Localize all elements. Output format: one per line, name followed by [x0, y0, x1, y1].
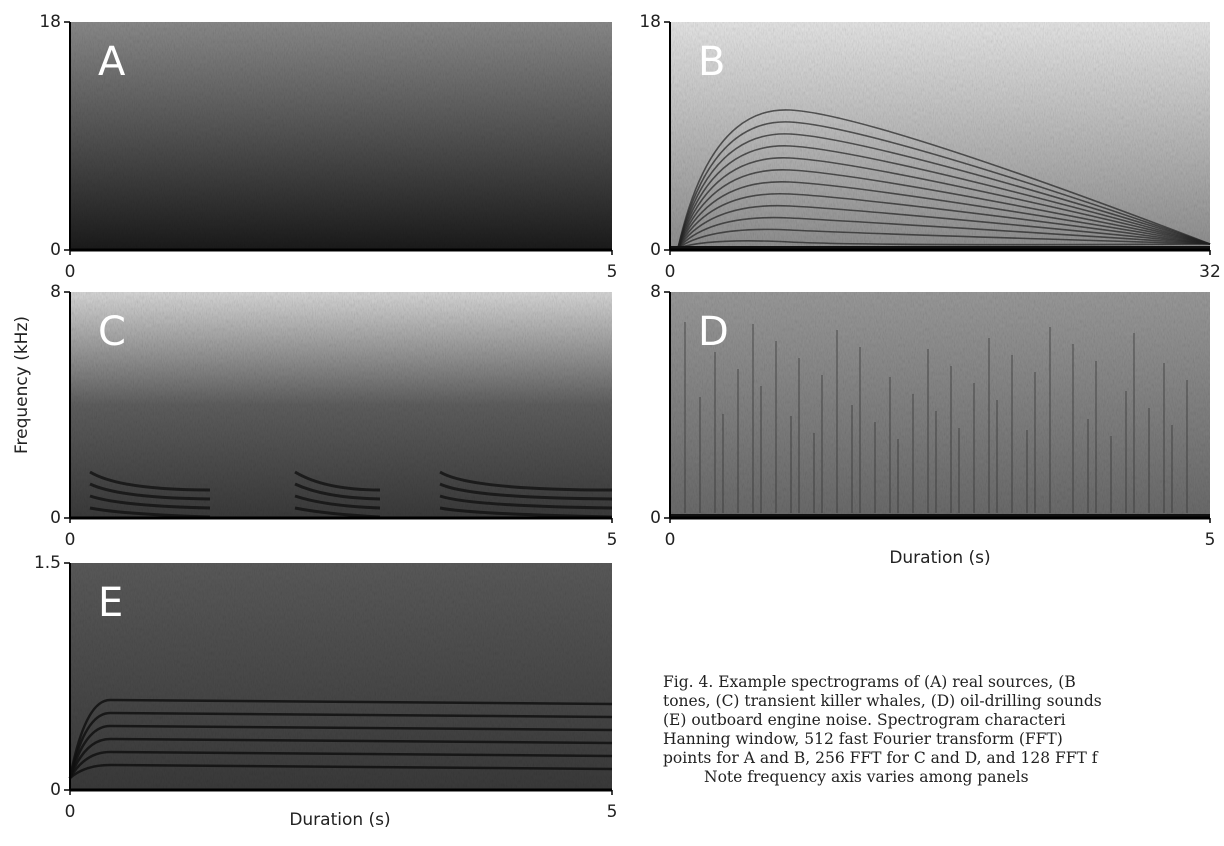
y-tick-label: 0 [50, 780, 61, 800]
y-axis-label: Frequency (kHz) [12, 316, 32, 454]
caption-line: Note frequency axis varies among panels [704, 768, 1029, 786]
panel-label: C [98, 309, 126, 355]
panel-label: D [698, 309, 729, 355]
harmonic-trace [677, 121, 1211, 249]
spectrogram-noise [70, 22, 612, 250]
y-tick-label: 0 [50, 508, 61, 528]
harmonic-trace [439, 482, 613, 501]
x-tick-label: 32 [1199, 262, 1221, 282]
y-tick-label: 18 [639, 12, 661, 32]
harmonic-trace [89, 482, 211, 501]
panel-label: E [98, 580, 123, 626]
y-tick-label: 8 [50, 282, 61, 302]
x-tick-label: 5 [1205, 530, 1216, 550]
x-tick-label: 5 [607, 802, 618, 822]
harmonic-trace [677, 216, 1211, 249]
harmonic-trace [677, 181, 1211, 249]
caption-line: points for A and B, 256 FFT for C and D,… [663, 749, 1099, 767]
x-axis-label: Duration (s) [889, 548, 990, 568]
y-tick-label: 0 [650, 240, 661, 260]
panel-label: A [98, 39, 126, 85]
spectrogram-noise [670, 292, 1210, 518]
x-tick-label: 5 [607, 262, 618, 282]
harmonic-trace [68, 698, 613, 779]
caption-line: Hanning window, 512 fast Fourier transfo… [663, 730, 1063, 748]
harmonic-trace [439, 506, 613, 519]
y-tick-label: 0 [50, 240, 61, 260]
x-tick-label: 0 [665, 530, 676, 550]
harmonic-trace [89, 494, 211, 510]
harmonic-trace [677, 157, 1211, 249]
harmonic-trace [677, 145, 1211, 249]
spectrogram-noise [670, 22, 1210, 250]
x-tick-label: 0 [65, 530, 76, 550]
harmonic-trace [677, 133, 1211, 249]
harmonic-trace [677, 109, 1211, 249]
x-tick-label: 5 [607, 530, 618, 550]
panel-label: B [698, 39, 725, 85]
y-tick-label: 1.5 [34, 553, 61, 573]
y-tick-label: 18 [39, 12, 61, 32]
harmonic-trace [677, 228, 1211, 249]
x-tick-label: 0 [65, 802, 76, 822]
floor-band [670, 514, 1210, 518]
harmonic-trace [677, 240, 1211, 249]
harmonic-trace [69, 763, 613, 779]
floor-band [670, 246, 1210, 250]
harmonic-trace [294, 494, 381, 510]
caption-line: (E) outboard engine noise. Spectrogram c… [663, 711, 1066, 729]
harmonic-trace [294, 506, 381, 519]
harmonic-trace [294, 482, 381, 501]
x-tick-label: 0 [65, 262, 76, 282]
harmonic-trace [439, 470, 613, 492]
harmonic-trace [677, 169, 1211, 249]
x-axis-label: Duration (s) [289, 810, 390, 830]
harmonic-trace [677, 204, 1211, 249]
x-tick-label: 0 [665, 262, 676, 282]
y-tick-label: 8 [650, 282, 661, 302]
caption-line: Fig. 4. Example spectrograms of (A) real… [663, 673, 1076, 691]
caption-line: tones, (C) transient killer whales, (D) … [663, 692, 1102, 710]
harmonic-trace [89, 506, 211, 519]
harmonic-trace [439, 494, 613, 510]
harmonic-trace [677, 192, 1211, 249]
y-tick-label: 0 [650, 508, 661, 528]
spectrogram-noise [70, 292, 612, 518]
harmonic-trace [294, 470, 381, 492]
harmonic-trace [89, 470, 211, 492]
